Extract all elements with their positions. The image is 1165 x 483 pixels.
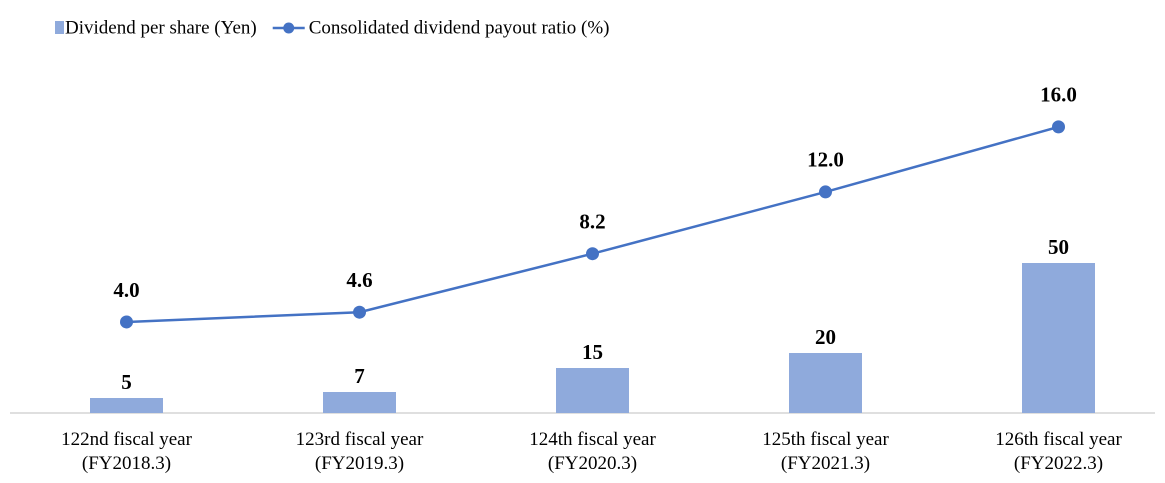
line-marker: [586, 247, 599, 261]
x-tick-label: 124th fiscal year (FY2020.3): [529, 429, 656, 474]
x-tick-label: 126th fiscal year (FY2022.3): [995, 429, 1122, 474]
line-marker: [1052, 120, 1065, 134]
line-value-label: 12.0: [807, 148, 844, 172]
legend-marker: [283, 22, 295, 34]
bar: [556, 368, 629, 413]
bar-value-label: 5: [121, 370, 132, 394]
line-marker: [120, 315, 133, 329]
bar: [789, 353, 862, 413]
x-tick-label: 125th fiscal year (FY2021.3): [762, 429, 889, 474]
bar: [1022, 263, 1095, 413]
bar: [90, 398, 163, 413]
legend-label: Consolidated dividend payout ratio (%): [309, 17, 610, 38]
bar: [323, 392, 396, 413]
legend-label: Dividend per share (Yen): [65, 17, 257, 38]
legend-swatch: [55, 21, 64, 34]
bar-value-label: 15: [582, 340, 603, 364]
x-tick-label: 123rd fiscal year (FY2019.3): [295, 429, 424, 474]
line-value-label: 4.6: [346, 268, 372, 292]
line-value-label: 4.0: [113, 278, 139, 302]
line-value-label: 16.0: [1040, 83, 1077, 107]
line-marker: [819, 185, 832, 199]
bar-value-label: 20: [815, 325, 836, 349]
x-tick-label: 122nd fiscal year (FY2018.3): [61, 429, 192, 474]
bar-value-label: 7: [354, 364, 365, 388]
line-marker: [353, 305, 366, 319]
bar-value-label: 50: [1048, 235, 1069, 259]
line-value-label: 8.2: [579, 210, 605, 234]
